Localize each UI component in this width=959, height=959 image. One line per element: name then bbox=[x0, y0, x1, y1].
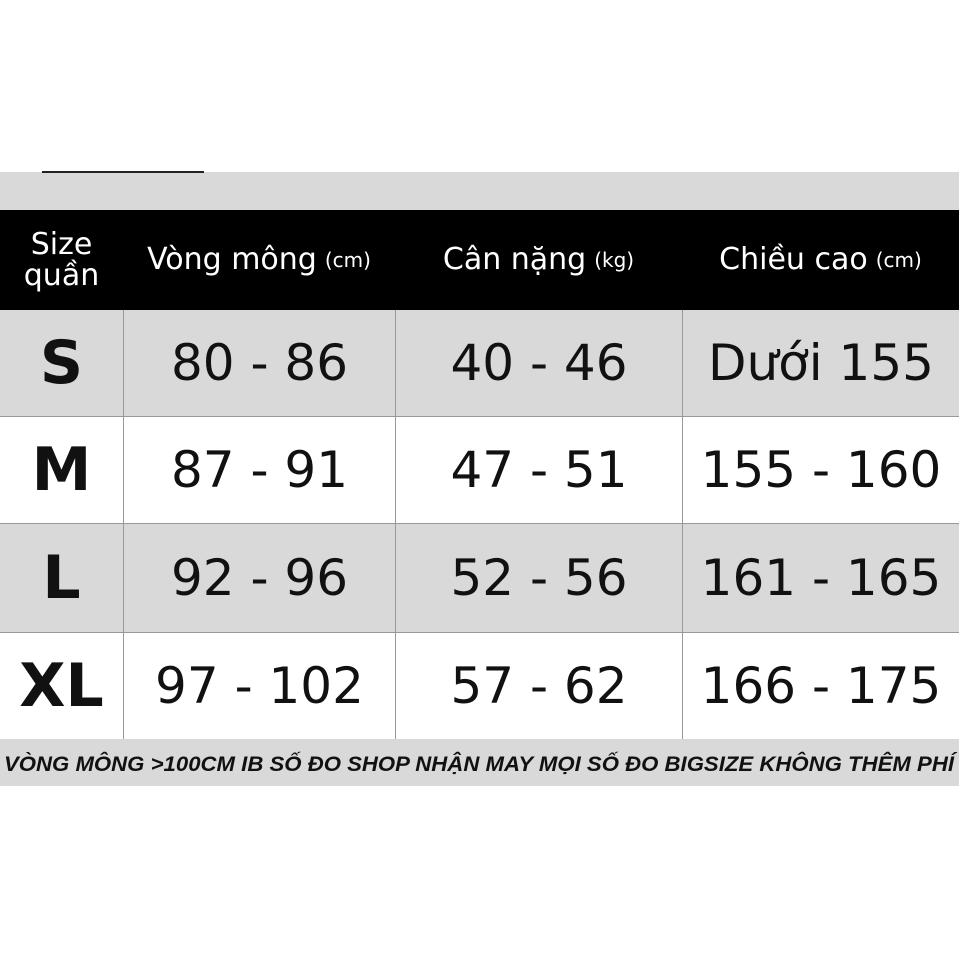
footer-bg bbox=[0, 739, 959, 786]
header-label: Cân nặng bbox=[442, 242, 587, 278]
value-cell: 57 - 62 bbox=[395, 632, 682, 739]
header-row bbox=[0, 210, 959, 310]
size-cell: M bbox=[0, 416, 123, 523]
value-cell: Dưới 155 bbox=[682, 310, 959, 416]
value-cell: 40 - 46 bbox=[395, 310, 682, 416]
size-cell: L bbox=[0, 523, 123, 632]
header-cell: Size quần bbox=[0, 210, 123, 310]
header-label: Vòng mông bbox=[147, 242, 317, 278]
value-cell: 161 - 165 bbox=[682, 523, 959, 632]
header-unit: (cm) bbox=[875, 247, 922, 272]
header-unit: (cm) bbox=[324, 247, 371, 272]
value-cell: 47 - 51 bbox=[395, 416, 682, 523]
value-cell: 97 - 102 bbox=[123, 632, 395, 739]
value-cell: 87 - 91 bbox=[123, 416, 395, 523]
header-label: Size quần bbox=[23, 226, 100, 293]
top-band bbox=[0, 172, 959, 210]
value-cell: 92 - 96 bbox=[123, 523, 395, 632]
size-cell: S bbox=[0, 310, 123, 416]
header-label: Chiều cao bbox=[719, 242, 868, 278]
top-rule bbox=[42, 171, 204, 173]
header-unit: (kg) bbox=[594, 247, 635, 272]
header-cell: Chiều cao (cm) bbox=[682, 210, 959, 310]
header-cell: Vòng mông (cm) bbox=[123, 210, 395, 310]
footer-note: VÒNG MÔNG >100CM IB SỐ ĐO SHOP NHẬN MAY … bbox=[4, 752, 957, 776]
value-cell: 155 - 160 bbox=[682, 416, 959, 523]
value-cell: 52 - 56 bbox=[395, 523, 682, 632]
footer-band: VÒNG MÔNG >100CM IB SỐ ĐO SHOP NHẬN MAY … bbox=[0, 739, 959, 786]
value-cell: 80 - 86 bbox=[123, 310, 395, 416]
size-cell: XL bbox=[0, 632, 123, 739]
header-cell: Cân nặng (kg) bbox=[395, 210, 682, 310]
value-cell: 166 - 175 bbox=[682, 632, 959, 739]
